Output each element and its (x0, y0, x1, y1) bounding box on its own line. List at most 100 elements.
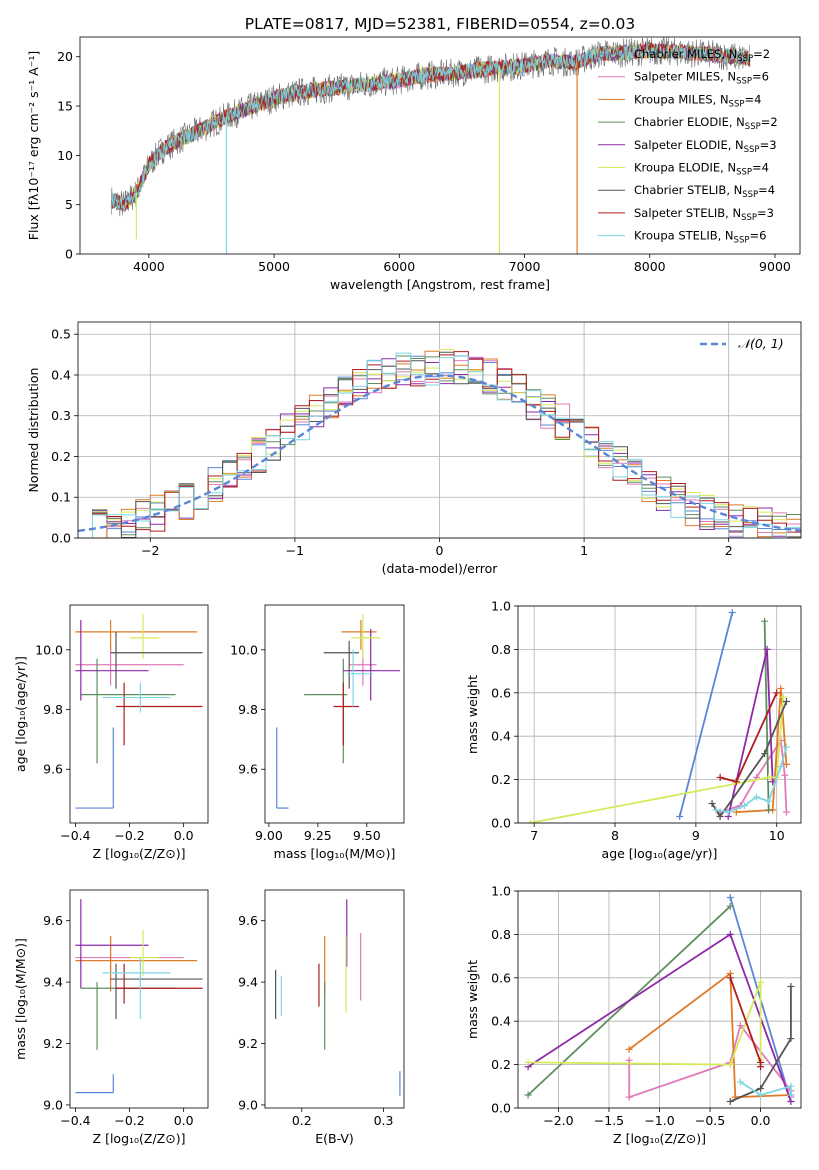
x-tick-label: 0.0 (174, 828, 194, 843)
series-line (529, 697, 785, 823)
x-tick-label: −0.2 (114, 828, 144, 843)
legend-count: =6 (749, 229, 766, 243)
series-salpeter-stelib (726, 974, 765, 1071)
series-point-marker (781, 771, 789, 779)
y-tick-label: 9.6 (43, 913, 63, 928)
series-point-marker (724, 808, 732, 816)
y-tick-label: 0.8 (491, 927, 511, 942)
figure-title: PLATE=0817, MJD=52381, FIBERID=0554, z=0… (245, 15, 635, 33)
series-point-marker (777, 763, 785, 771)
legend-entry: Chabrier STELIB, NSSP=4 (634, 183, 775, 200)
errorbar-salpeter-miles (75, 643, 184, 686)
y-tick-label: 0.8 (491, 642, 511, 657)
y-tick-label: 1.0 (491, 599, 511, 614)
x-axis-label: age [log₁₀(age/yr)] (602, 846, 718, 861)
series-point-marker (787, 1082, 795, 1090)
series-kroupa-elodie (524, 978, 765, 1069)
y-tick-label: 0 (65, 247, 73, 262)
y-tick-label: 0.1 (51, 490, 71, 505)
plot-area (275, 899, 401, 1096)
x-tick-label: 2 (725, 543, 733, 558)
errorbar-chabrier-stelib (110, 631, 203, 689)
residual-legend: 𝒩(0, 1) (700, 336, 784, 351)
y-tick-label: 0.0 (491, 1101, 511, 1116)
y-tick-label: 0.2 (491, 772, 511, 787)
y-tick-label: 0.6 (491, 685, 511, 700)
x-tick-label: 0 (436, 543, 444, 558)
series-chabrier-miles (676, 609, 736, 820)
legend-entry: Kroupa STELIB, NSSP=6 (634, 229, 766, 246)
errorbar-kroupa-elodie (129, 929, 160, 976)
errorbar-kroupa-stelib (102, 682, 171, 713)
series-kroupa-stelib (736, 1078, 795, 1099)
series-point-marker (761, 617, 769, 625)
series-point-marker (763, 645, 771, 653)
x-axis-label: Z [log₁₀(Z/Z⊙)] (93, 846, 186, 861)
series-point-marker (777, 684, 785, 692)
x-tick-label: 9 (692, 828, 700, 843)
series-point-marker (726, 930, 734, 938)
legend-label: Chabrier ELODIE, N (634, 115, 745, 129)
y-tick-label: 0.2 (51, 449, 71, 464)
y-tick-label: 9.6 (43, 762, 63, 777)
model-spectrum-kroupa-elodie (110, 43, 751, 210)
legend-label: Salpeter STELIB, N (634, 206, 741, 220)
x-tick-label: −2 (141, 543, 159, 558)
x-tick-label: 9000 (759, 259, 791, 274)
x-tick-label: 0.0 (174, 1113, 194, 1128)
legend-subscript: SSP (737, 54, 753, 64)
legend-label: Chabrier MILES, N (634, 47, 737, 61)
series-point-marker (526, 819, 534, 823)
axes-frame (517, 605, 802, 824)
series-point-marker (787, 1091, 795, 1099)
series-point-marker (773, 689, 781, 697)
x-tick-label: 9.25 (304, 828, 332, 843)
x-tick-label: 8 (611, 828, 619, 843)
y-tick-label: 10 (57, 148, 73, 163)
legend-label: Kroupa STELIB, N (634, 229, 734, 243)
errorbar-salpeter-stelib (116, 963, 203, 1004)
legend-count: =3 (757, 206, 774, 220)
x-tick-label: −1.0 (644, 1113, 674, 1128)
y-tick-label: 0.4 (491, 729, 511, 744)
series-kroupa-miles (732, 684, 790, 816)
legend-subscript: SSP (742, 190, 758, 200)
y-tick-label: 5 (65, 197, 73, 212)
x-tick-label: 8000 (634, 259, 666, 274)
panel-residuals: −2 −1 0 1 2 0.0 0.1 0.2 0.3 0.4 0.5 (data-model)/er… (26, 321, 802, 576)
x-tick-label: 10 (769, 828, 785, 843)
histogram-kroupa-stelib (78, 352, 801, 538)
legend-subscript: SSP (736, 77, 752, 87)
series-point-marker (777, 737, 785, 745)
y-axis-label: Flux [fλ10⁻¹⁷ erg cm⁻² s⁻¹ A⁻¹] (26, 51, 41, 240)
errorbar-kroupa-miles (75, 619, 198, 650)
series-point-marker (761, 750, 769, 758)
plot-area (75, 613, 203, 809)
legend-subscript: SSP (744, 145, 760, 155)
legend-entry: Salpeter STELIB, NSSP=3 (634, 206, 774, 223)
series-line (628, 971, 791, 1099)
x-tick-label: −1 (286, 543, 304, 558)
legend-count: =2 (753, 47, 770, 61)
errorbar-chabrier-elodie (80, 658, 176, 764)
y-tick-label: 9.2 (238, 1036, 258, 1051)
y-axis-label: mass weight (465, 960, 480, 1039)
series-point-marker (728, 609, 736, 617)
plot-area (526, 609, 790, 823)
series-point-marker (736, 1022, 744, 1030)
x-tick-label: −0.2 (114, 1113, 144, 1128)
legend-subscript: SSP (729, 99, 745, 109)
series-point-marker (716, 812, 724, 820)
panel-age_vs_mass: 9.00 9.25 9.50 9.6 9.8 10.0 mass [log₁₀(M/M⊙)] (230, 604, 405, 861)
series-kroupa-stelib (712, 743, 790, 816)
series-point-marker (726, 1061, 734, 1069)
legend-entry: Chabrier ELODIE, NSSP=2 (634, 115, 778, 132)
series-point-marker (736, 1078, 744, 1086)
series-chabrier-stelib (726, 982, 795, 1105)
series-point-marker (726, 974, 734, 982)
y-tick-label: 0.3 (51, 408, 71, 423)
series-line (719, 737, 788, 813)
x-tick-label: 5000 (258, 259, 290, 274)
legend-label: Salpeter ELODIE, N (634, 138, 744, 152)
